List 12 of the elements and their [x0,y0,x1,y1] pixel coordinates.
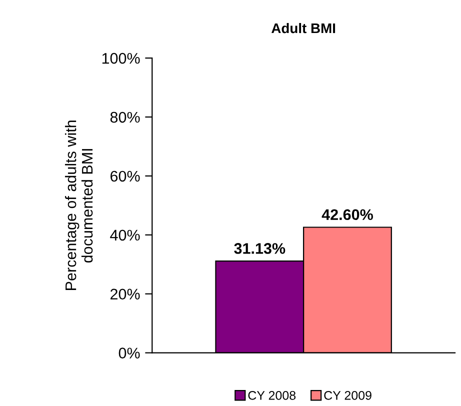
y-tick-label: 40% [110,230,140,241]
y-axis-title: Percentage of adults with documented BMI [65,120,93,290]
legend-label: CY 2008 [248,390,296,400]
y-tick-label: 80% [110,112,140,123]
y-tick-label: 20% [110,288,140,300]
data-label: 31.13% [234,243,286,254]
y-tick-label: 0% [118,348,140,358]
chart-title: Adult BMI [272,22,336,34]
y-tick-label: 60% [110,170,140,182]
y-tick-label: 100% [102,52,140,64]
legend-label: CY 2009 [324,390,372,400]
data-label: 42.60% [322,209,373,220]
